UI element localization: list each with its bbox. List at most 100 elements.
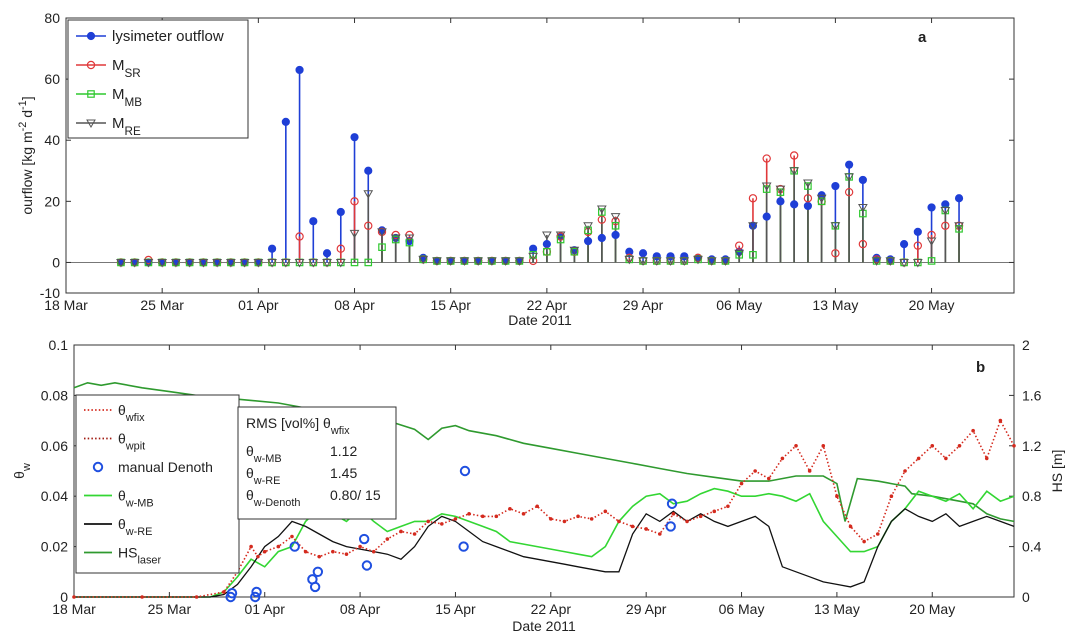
marker-re <box>844 173 854 182</box>
marker-re <box>830 222 841 231</box>
marker-mb <box>927 257 936 265</box>
marker-re <box>761 182 772 192</box>
marker-re <box>157 258 168 268</box>
legend-label-re: MRE <box>112 115 141 138</box>
x-tick-label: 15 Apr <box>435 601 476 617</box>
marker-re <box>404 234 415 244</box>
marker-lysimeter <box>336 207 345 217</box>
y-tick-label: 60 <box>44 71 60 87</box>
marker-re <box>280 258 291 268</box>
marker-lysimeter <box>831 181 840 191</box>
rms-title-part: wfix <box>330 425 350 437</box>
marker-re <box>390 234 401 244</box>
marker-manual-denoth <box>251 586 262 598</box>
legend-label-wre-part: w-RE <box>125 526 153 538</box>
marker-lysimeter <box>86 31 96 41</box>
legend-label-wfix-part: wfix <box>125 412 145 424</box>
marker-re <box>487 257 497 266</box>
marker-re <box>459 257 470 266</box>
marker-mb <box>817 197 826 206</box>
marker-mb <box>378 243 386 251</box>
y-tick-label: 40 <box>44 132 60 148</box>
marker-sr <box>762 154 771 163</box>
marker-re <box>885 257 896 266</box>
y-tick-label: 80 <box>44 10 60 26</box>
legend-label-wmb: θw-MB <box>118 488 154 510</box>
marker-re <box>858 203 868 213</box>
marker-lysimeter <box>762 212 771 221</box>
y-axis-label-part: -1 <box>17 100 29 110</box>
marker-re <box>775 185 786 195</box>
marker-re <box>912 258 923 268</box>
y-axis-label-left: θw <box>11 463 33 479</box>
legend-b-box <box>75 394 240 574</box>
marker-mb <box>598 208 606 216</box>
marker-mb <box>804 182 812 190</box>
y-axis-label-left-part: w <box>21 463 33 472</box>
marker-sr <box>364 221 373 230</box>
y-axis-label-part: ] <box>19 96 35 100</box>
legend-label-wpit-part: wpit <box>125 441 145 453</box>
point-theta-wfix <box>140 595 144 599</box>
y-tick-label-left: 0.1 <box>49 337 69 353</box>
marker-sr <box>336 244 345 253</box>
marker-sr <box>803 194 813 203</box>
y-tick-label-left: 0.06 <box>41 438 68 454</box>
marker-re <box>803 179 813 189</box>
legend-label-re-part: RE <box>125 125 141 138</box>
marker-re <box>816 194 827 204</box>
marker-re <box>335 258 346 268</box>
marker-re <box>734 249 745 259</box>
marker-sr <box>789 151 799 160</box>
marker-lysimeter <box>776 197 785 206</box>
marker-lysimeter <box>790 200 799 209</box>
rms-row-label-part: θ <box>246 487 254 503</box>
marker-lysimeter <box>309 217 318 226</box>
marker-re <box>954 222 964 231</box>
rms-row-label: θw-Denoth <box>246 487 300 509</box>
marker-sr <box>350 197 359 206</box>
marker-re <box>363 190 374 199</box>
marker-manual-denoth <box>458 541 469 552</box>
y-tick-label: 20 <box>44 193 60 209</box>
point-theta-wfix <box>957 444 962 448</box>
marker-re <box>322 258 332 268</box>
marker-re <box>294 258 305 268</box>
marker-re <box>528 252 538 262</box>
marker-re <box>542 231 552 240</box>
marker-re <box>198 258 209 268</box>
legend-label-hs-part: laser <box>137 555 161 567</box>
marker-manual-denoth <box>665 521 676 532</box>
panel-a: -10 0 20 40 60 80 18 Mar 25 Mar 01 Apr 08 Apr 15 A… <box>17 10 1015 328</box>
marker-re <box>171 258 181 268</box>
marker-lysimeter <box>350 133 359 142</box>
legend-label-wpit: θwpit <box>118 431 145 453</box>
legend-label-sr: MSR <box>112 57 141 80</box>
marker-re <box>418 255 429 265</box>
marker-re <box>445 257 456 266</box>
marker-lysimeter <box>899 240 909 249</box>
marker-re <box>129 258 140 268</box>
marker-lysimeter <box>364 166 373 175</box>
marker-re <box>212 258 222 268</box>
marker-manual-denoth <box>309 581 321 593</box>
x-tick-label: 06 May <box>719 601 765 617</box>
marker-re <box>473 257 484 266</box>
legend-label-sr-part: M <box>112 57 125 74</box>
marker-mb <box>556 235 565 244</box>
y-axis-label-left-part: θ <box>11 471 27 479</box>
marker-re <box>638 257 648 266</box>
x-tick-label: 29 Apr <box>626 601 667 617</box>
rms-row-label: θw-MB <box>246 443 282 465</box>
rms-row-label-part: θ <box>246 465 254 481</box>
marker-sr <box>611 216 620 226</box>
legend-label-wfix: θwfix <box>118 402 145 424</box>
legend-label-mb-part: MB <box>125 96 143 109</box>
rms-row-label-part: θ <box>246 443 254 459</box>
marker-re <box>610 213 621 222</box>
marker-re <box>500 257 511 266</box>
point-theta-wfix <box>916 456 921 461</box>
marker-re <box>569 246 580 256</box>
series-theta-w-re <box>74 508 1015 598</box>
rms-row-label-part: w-RE <box>253 475 281 487</box>
